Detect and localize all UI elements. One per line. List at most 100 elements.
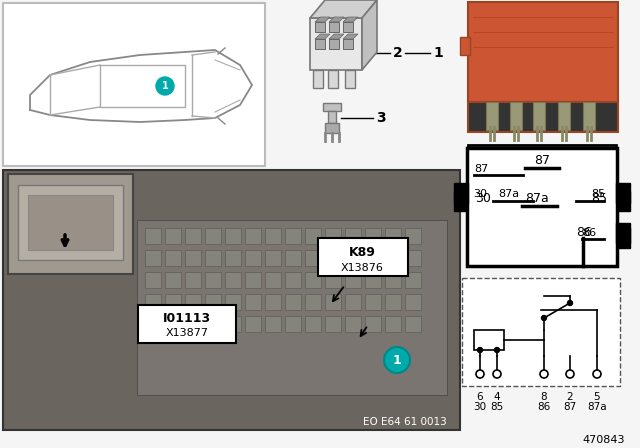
Circle shape xyxy=(384,347,410,373)
Bar xyxy=(145,316,161,332)
Text: X13876: X13876 xyxy=(340,263,383,273)
Bar xyxy=(145,294,161,310)
Bar xyxy=(305,294,321,310)
Bar xyxy=(385,294,401,310)
Bar xyxy=(315,39,325,49)
Bar xyxy=(343,22,353,32)
Bar xyxy=(245,250,261,266)
Bar xyxy=(225,316,241,332)
Circle shape xyxy=(566,370,574,378)
Polygon shape xyxy=(329,34,344,39)
Bar xyxy=(245,228,261,244)
Bar xyxy=(328,111,336,123)
Bar xyxy=(165,294,181,310)
Bar xyxy=(205,228,221,244)
Text: 8: 8 xyxy=(541,392,547,402)
Bar xyxy=(365,294,381,310)
Bar xyxy=(165,228,181,244)
Bar xyxy=(454,191,467,211)
Text: 85: 85 xyxy=(490,402,504,412)
Text: 87a: 87a xyxy=(525,191,549,204)
Bar xyxy=(165,272,181,288)
Bar xyxy=(325,316,341,332)
Text: 1: 1 xyxy=(162,81,168,91)
Bar xyxy=(265,294,281,310)
Bar xyxy=(315,22,325,32)
Bar xyxy=(205,250,221,266)
Bar xyxy=(245,294,261,310)
Bar xyxy=(385,316,401,332)
Text: 30: 30 xyxy=(473,189,487,199)
Text: 2: 2 xyxy=(393,46,403,60)
Polygon shape xyxy=(329,17,344,22)
Bar xyxy=(137,220,447,395)
Bar xyxy=(305,316,321,332)
Bar xyxy=(165,316,181,332)
Bar xyxy=(365,228,381,244)
Bar xyxy=(617,228,630,248)
Bar xyxy=(583,102,595,130)
Bar xyxy=(365,250,381,266)
Bar xyxy=(325,123,339,133)
Bar xyxy=(329,22,339,32)
Bar xyxy=(185,294,201,310)
Bar xyxy=(265,272,281,288)
Bar xyxy=(225,250,241,266)
Bar xyxy=(385,228,401,244)
Polygon shape xyxy=(310,0,377,18)
Bar xyxy=(365,316,381,332)
Bar xyxy=(405,272,421,288)
Bar xyxy=(305,272,321,288)
Bar xyxy=(385,272,401,288)
Circle shape xyxy=(493,370,501,378)
Bar xyxy=(405,228,421,244)
Text: 85: 85 xyxy=(591,189,605,199)
Text: 87: 87 xyxy=(474,164,488,174)
Text: 87: 87 xyxy=(534,154,550,167)
Bar xyxy=(305,228,321,244)
Bar xyxy=(345,70,355,88)
Bar xyxy=(533,102,545,130)
Bar xyxy=(345,250,361,266)
Text: X13877: X13877 xyxy=(166,328,209,338)
Bar xyxy=(265,316,281,332)
Text: 87a: 87a xyxy=(498,189,519,199)
Text: 87: 87 xyxy=(563,402,577,412)
Bar xyxy=(486,102,498,130)
Bar xyxy=(165,250,181,266)
Bar xyxy=(558,102,570,130)
Text: 30: 30 xyxy=(475,191,491,204)
Bar xyxy=(285,228,301,244)
Bar xyxy=(313,70,323,88)
Bar xyxy=(405,294,421,310)
Bar xyxy=(225,272,241,288)
Text: 3: 3 xyxy=(376,111,386,125)
Bar xyxy=(28,195,113,250)
Bar xyxy=(343,39,353,49)
Text: 5: 5 xyxy=(594,392,600,402)
Bar xyxy=(616,183,630,203)
Text: EO E64 61 0013: EO E64 61 0013 xyxy=(364,417,447,427)
Bar xyxy=(3,170,460,430)
Bar xyxy=(145,250,161,266)
Text: K89: K89 xyxy=(349,246,376,258)
Bar xyxy=(345,272,361,288)
Bar xyxy=(454,183,468,203)
Bar xyxy=(345,316,361,332)
Text: 2: 2 xyxy=(566,392,573,402)
Bar xyxy=(328,70,338,88)
Bar xyxy=(460,37,470,55)
Bar xyxy=(185,228,201,244)
Bar xyxy=(225,228,241,244)
Bar xyxy=(8,174,133,274)
Circle shape xyxy=(541,315,547,320)
Text: 1: 1 xyxy=(433,46,443,60)
Bar xyxy=(285,272,301,288)
Text: 30: 30 xyxy=(474,402,486,412)
Bar xyxy=(245,272,261,288)
Polygon shape xyxy=(315,34,330,39)
Text: 6: 6 xyxy=(477,392,483,402)
Bar xyxy=(468,2,618,102)
Bar xyxy=(325,294,341,310)
Circle shape xyxy=(568,301,573,306)
